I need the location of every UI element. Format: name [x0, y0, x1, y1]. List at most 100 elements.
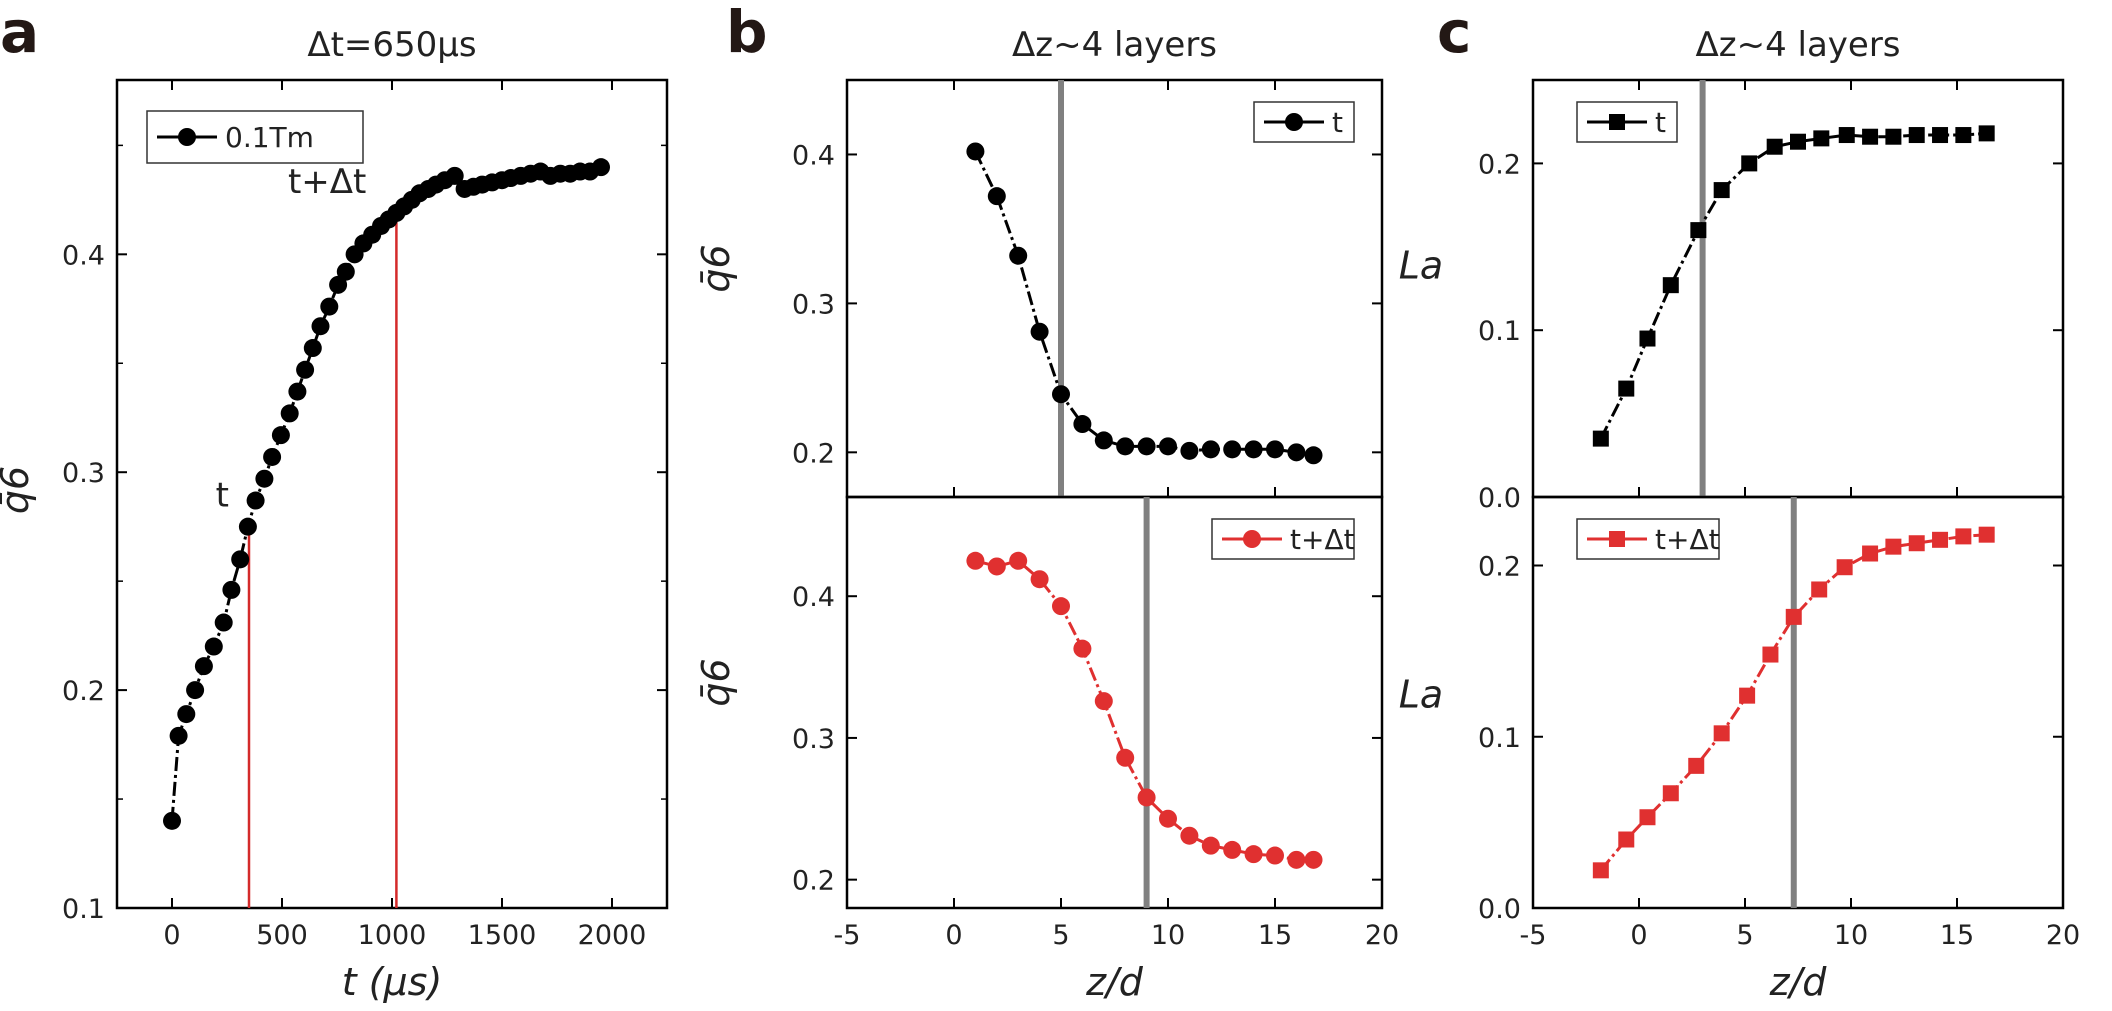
chart-a-xtick-label: 0 [163, 920, 180, 951]
chart-b-sub2-xtick-label: 20 [1365, 920, 1399, 951]
chart-c-sub1-series-point [1618, 380, 1635, 397]
chart-b-sub2-series-point [1052, 597, 1070, 616]
chart-c-sub2-ytick-label: 0.0 [1478, 894, 1521, 925]
chart-b-sub2-ytick-label: 0.4 [792, 582, 835, 613]
chart-c-sub2-ylabel: La [1399, 673, 1443, 717]
chart-c-sub2-xtick-label: 10 [1834, 920, 1868, 951]
chart-a-series-point [169, 726, 188, 745]
chart-a-ytick-label: 0.1 [62, 894, 105, 925]
chart-c-sub1-series-point [1741, 155, 1758, 172]
chart-b-sub2-series-point [1030, 570, 1049, 589]
chart-b-sub1-ytick-label: 0.4 [792, 140, 835, 171]
chart-c-sub1-series-point [1662, 277, 1679, 294]
panel-letter-a: a [0, 0, 39, 66]
chart-b-sub2-ytick-label: 0.3 [792, 724, 835, 755]
chart-c-sub1-series-point [1932, 127, 1949, 144]
chart-a-annotation-0: t [216, 476, 229, 516]
chart-c-sub2-series-point [1836, 559, 1853, 576]
chart-a-frame [115, 78, 669, 910]
chart-b-sub1-series-point [1201, 440, 1220, 459]
chart-a-series-point [320, 297, 339, 316]
chart-a-series-point [336, 262, 355, 281]
chart-c-sub2-series-point [1739, 687, 1756, 704]
chart-a-series-point [280, 404, 299, 423]
chart-b-sub1-series-point [1304, 446, 1323, 465]
chart-c-sub1-series-point [1790, 133, 1806, 150]
chart-a-series-point [204, 637, 223, 656]
chart-b-sub1-ylabel-text: q̄6 [694, 244, 738, 292]
chart-b-sub1-series-point [1073, 415, 1092, 434]
chart-b-sub2-series-point [1073, 639, 1092, 658]
chart-a-series-point [214, 613, 233, 632]
chart-a-series-line [170, 165, 602, 821]
chart-b-sub1: 0.2 0.3 0.4 t q̄6 [694, 78, 1384, 499]
chart-c-sub1-series-line [1599, 131, 1987, 440]
chart-b-sub2-ylabel: q̄6 [694, 658, 738, 706]
chart-c-sub1-series-point [1813, 130, 1830, 147]
chart-a-series-point [329, 275, 348, 294]
chart-b-sub1-series-point [987, 187, 1006, 206]
chart-b-sub1-series-point [1244, 440, 1263, 459]
chart-b-sub1-legend-marker [1285, 113, 1303, 131]
chart-c-sub2-xtick-label: 20 [2046, 920, 2080, 951]
chart-c-sub2: 0.0 0.1 0.2 -5 0 5 10 15 20 t+Δt La [1399, 495, 2080, 951]
chart-a-series-point [194, 657, 213, 676]
chart-c-sub1-series-point [1639, 330, 1656, 347]
chart-b-sub2-xtick-label: 0 [945, 920, 962, 951]
chart-c-sub2-series-point [1639, 809, 1656, 826]
chart-a-xtick-label: 500 [256, 920, 308, 951]
chart-b-xlabel: z/d [1085, 960, 1144, 1004]
chart-a-series-point [445, 166, 464, 185]
chart-c-sub1-series-point [1766, 138, 1783, 155]
chart-c-title: Δz~4 layers [1695, 25, 1900, 65]
chart-c-sub1-ytick-label: 0.2 [1478, 149, 1521, 180]
chart-b-sub1-series-line [974, 150, 1314, 457]
panel-letter-c: c [1437, 0, 1471, 66]
chart-a-legend-marker [178, 128, 196, 146]
chart-c-sub1-series-point [1908, 127, 1925, 144]
chart-c-sub2-series-point [1785, 608, 1802, 625]
chart-c-sub2-series-point [1713, 725, 1730, 742]
chart-a-series-point [296, 360, 315, 379]
chart-a-series-point [163, 811, 181, 830]
chart-c-sub2-series-point [1762, 646, 1779, 663]
chart-b-sub2-legend-text: t+Δt [1290, 523, 1355, 556]
chart-b-sub2-series-point [1137, 788, 1156, 807]
chart-b-sub1-series-point [1266, 440, 1284, 459]
chart-c-sub1-series-point [1690, 222, 1707, 239]
chart-b-header: Δz~4 layers z/d [1012, 25, 1217, 1004]
chart-a-series-point [288, 382, 307, 401]
chart-a-series-point [303, 339, 322, 358]
chart-a-xtick-label: 2000 [578, 920, 647, 951]
chart-b-sub2-series-point [1266, 846, 1284, 865]
chart-c-header: Δz~4 layers z/d [1695, 25, 1900, 1004]
chart-c-sub1-legend-text: t [1655, 106, 1666, 139]
chart-a-series-point [177, 705, 196, 724]
chart-c-sub2-xtick-label: -5 [1520, 920, 1547, 951]
chart-a-ytick-label: 0.2 [62, 676, 105, 707]
chart-c-sub2-series-point [1978, 526, 1995, 543]
chart-b-sub1-legend-text: t [1332, 106, 1343, 139]
chart-b-sub2-series-point [1094, 692, 1113, 711]
chart-b-sub2-series-point [1180, 826, 1199, 845]
chart-a-series-point [263, 447, 282, 466]
chart-c-sub2-ytick-label: 0.2 [1478, 552, 1521, 583]
chart-b-sub2-series-point [1304, 850, 1323, 869]
chart-b-sub2-ytick-label: 0.2 [792, 866, 835, 897]
chart-a-series-point [246, 491, 265, 510]
chart-b-sub1-ytick-label: 0.2 [792, 438, 835, 469]
chart-c-sub2-frame [1531, 495, 2065, 910]
chart-b-sub2: 0.2 0.3 0.4 -5 0 5 10 15 20 t+Δt q̄6 [694, 495, 1399, 951]
chart-b-sub1-series-point [1030, 322, 1049, 341]
chart-c-xlabel: z/d [1769, 960, 1828, 1004]
chart-b-sub2-series-point [987, 557, 1006, 576]
chart-c-sub1-ytick-label: 0.0 [1478, 483, 1521, 514]
chart-c-sub2-series-point [1618, 831, 1635, 848]
chart-c-sub1-series-point [1978, 125, 1995, 142]
chart-c-sub2-xtick-label: 0 [1630, 920, 1647, 951]
chart-c-sub1-series-point [1885, 128, 1902, 145]
chart-c-sub2-xtick-label: 15 [1940, 920, 1974, 951]
chart-b-sub1-series-point [1137, 437, 1156, 456]
